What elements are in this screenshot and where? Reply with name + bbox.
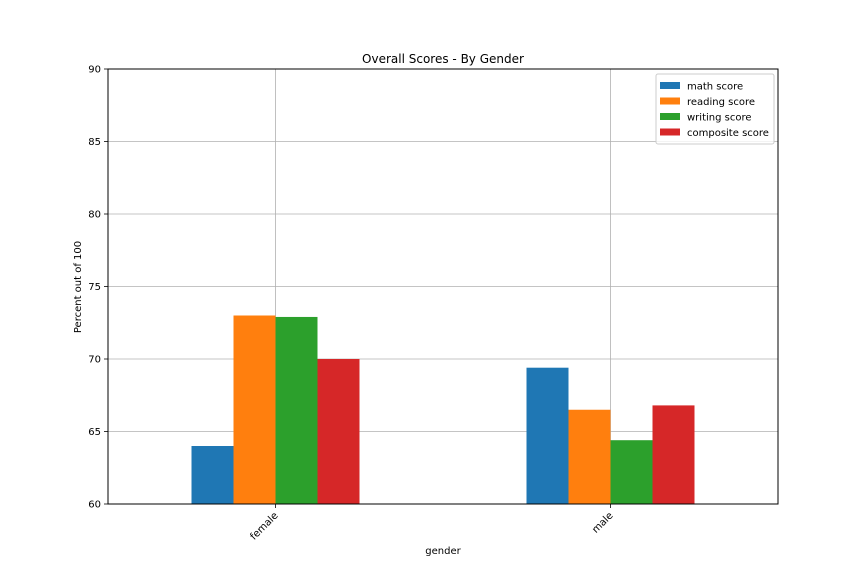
bars-layer xyxy=(191,315,695,504)
x-tick-label-male: male xyxy=(590,510,615,535)
y-tick-label: 85 xyxy=(88,137,101,148)
y-axis-label: Percent out of 100 xyxy=(73,241,84,333)
y-tick-label: 60 xyxy=(88,500,101,511)
y-tick-label: 70 xyxy=(88,355,101,366)
legend-label: math score xyxy=(687,82,743,93)
y-tick-label: 90 xyxy=(88,65,101,76)
legend-label: composite score xyxy=(687,128,769,139)
chart-title: Overall Scores - By Gender xyxy=(362,52,524,66)
bar-female-writing-score xyxy=(275,316,318,504)
legend-swatch xyxy=(660,82,680,89)
y-tick-label: 80 xyxy=(88,210,101,221)
bar-female-reading-score xyxy=(233,315,276,504)
bar-male-reading-score xyxy=(568,409,611,504)
bar-female-math-score xyxy=(191,446,234,504)
y-tick-label: 65 xyxy=(88,427,101,438)
x-tick-label-female: female xyxy=(248,510,280,542)
y-tick-label: 75 xyxy=(88,282,101,293)
legend-swatch xyxy=(660,128,680,136)
bar-male-writing-score xyxy=(610,440,653,504)
legend-label: writing score xyxy=(687,113,752,124)
legend-swatch xyxy=(660,97,680,105)
x-axis-label: gender xyxy=(425,546,461,557)
legend-swatch xyxy=(660,113,680,120)
legend-box xyxy=(655,73,775,145)
bar-female-composite-score xyxy=(317,359,360,504)
bar-male-math-score xyxy=(526,367,569,504)
legend: math score reading score writing score comp… xyxy=(655,73,775,145)
legend-label: reading score xyxy=(687,97,755,108)
bar-male-composite-score xyxy=(652,405,695,504)
